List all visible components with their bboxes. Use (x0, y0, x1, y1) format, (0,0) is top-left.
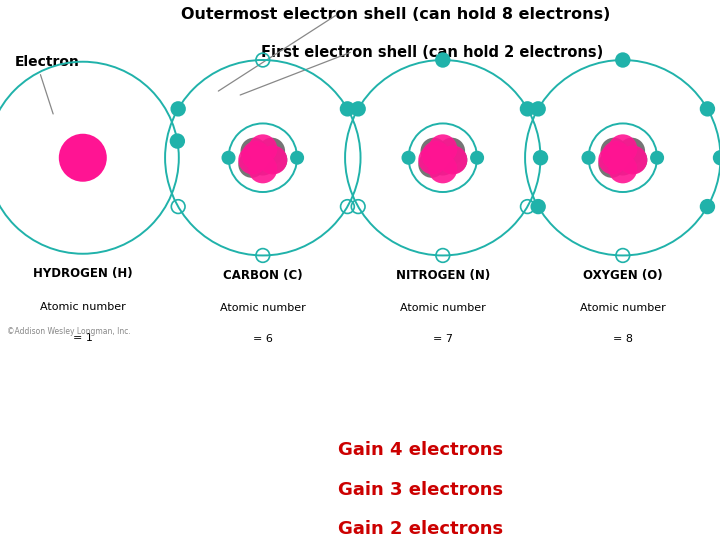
Ellipse shape (258, 145, 287, 174)
Ellipse shape (598, 145, 627, 174)
Text: Atomic number: Atomic number (220, 303, 306, 313)
Ellipse shape (598, 151, 625, 178)
Ellipse shape (248, 154, 277, 184)
Ellipse shape (436, 53, 450, 67)
Ellipse shape (621, 146, 647, 173)
Ellipse shape (351, 102, 365, 116)
Ellipse shape (428, 134, 457, 163)
Text: Atomic number: Atomic number (400, 303, 486, 313)
Text: ✔C would like to: ✔C would like to (65, 442, 212, 460)
Ellipse shape (422, 141, 451, 170)
Ellipse shape (521, 102, 534, 116)
Ellipse shape (240, 138, 267, 164)
Text: OXYGEN (O): OXYGEN (O) (583, 269, 662, 282)
Ellipse shape (438, 138, 465, 164)
Text: NITROGEN (N): NITROGEN (N) (396, 269, 490, 282)
Text: First electron shell (can hold 2 electrons): First electron shell (can hold 2 electro… (261, 45, 603, 59)
Text: HYDROGEN (H): HYDROGEN (H) (33, 267, 132, 280)
Ellipse shape (600, 138, 627, 164)
Ellipse shape (531, 102, 545, 116)
Text: Gain 4 electrons: Gain 4 electrons (338, 442, 503, 460)
Text: Gain 2 electrons: Gain 2 electrons (338, 521, 503, 538)
Text: Octet Rule = atoms tend to gain, lose or share electrons so: Octet Rule = atoms tend to gain, lose or… (22, 359, 557, 377)
Ellipse shape (608, 134, 637, 163)
Ellipse shape (608, 154, 637, 184)
Ellipse shape (249, 149, 276, 176)
Ellipse shape (428, 154, 457, 184)
Ellipse shape (651, 152, 663, 164)
Ellipse shape (429, 149, 456, 176)
Ellipse shape (714, 151, 720, 165)
Ellipse shape (471, 152, 483, 164)
Text: CARBON (C): CARBON (C) (223, 269, 302, 282)
Ellipse shape (341, 102, 354, 116)
Text: ✔N would like to: ✔N would like to (65, 481, 213, 499)
Ellipse shape (238, 151, 265, 178)
Text: ©Addison Wesley Longman, Inc.: ©Addison Wesley Longman, Inc. (7, 327, 131, 336)
Ellipse shape (59, 134, 107, 182)
Ellipse shape (618, 138, 645, 164)
Ellipse shape (248, 134, 277, 163)
Ellipse shape (291, 152, 303, 164)
Ellipse shape (418, 145, 447, 174)
Text: = 6: = 6 (253, 334, 273, 345)
Text: Outermost electron shell (can hold 8 electrons): Outermost electron shell (can hold 8 ele… (181, 7, 611, 22)
Ellipse shape (418, 151, 445, 178)
Ellipse shape (171, 102, 185, 116)
Ellipse shape (238, 145, 267, 174)
Ellipse shape (441, 146, 467, 173)
Text: = 8: = 8 (613, 334, 633, 345)
Ellipse shape (616, 53, 630, 67)
Ellipse shape (261, 146, 287, 173)
Ellipse shape (701, 102, 714, 116)
Ellipse shape (438, 145, 467, 174)
Ellipse shape (618, 145, 647, 174)
Text: = 1: = 1 (73, 333, 93, 342)
Ellipse shape (402, 152, 415, 164)
Text: as to have 8 electrons: as to have 8 electrons (22, 402, 222, 420)
Ellipse shape (258, 138, 285, 164)
Ellipse shape (609, 149, 636, 176)
Text: Gain 3 electrons: Gain 3 electrons (338, 481, 503, 499)
Text: ✔O would like to: ✔O would like to (65, 521, 214, 538)
Ellipse shape (602, 141, 631, 170)
Ellipse shape (531, 200, 545, 213)
Ellipse shape (420, 138, 447, 164)
Ellipse shape (534, 151, 547, 165)
Ellipse shape (582, 152, 595, 164)
Text: = 7: = 7 (433, 334, 453, 345)
Ellipse shape (171, 134, 184, 148)
Ellipse shape (701, 200, 714, 213)
Ellipse shape (222, 152, 235, 164)
Text: Atomic number: Atomic number (580, 303, 666, 313)
Text: Electron: Electron (14, 55, 79, 69)
Ellipse shape (242, 141, 271, 170)
Text: Atomic number: Atomic number (40, 302, 126, 312)
